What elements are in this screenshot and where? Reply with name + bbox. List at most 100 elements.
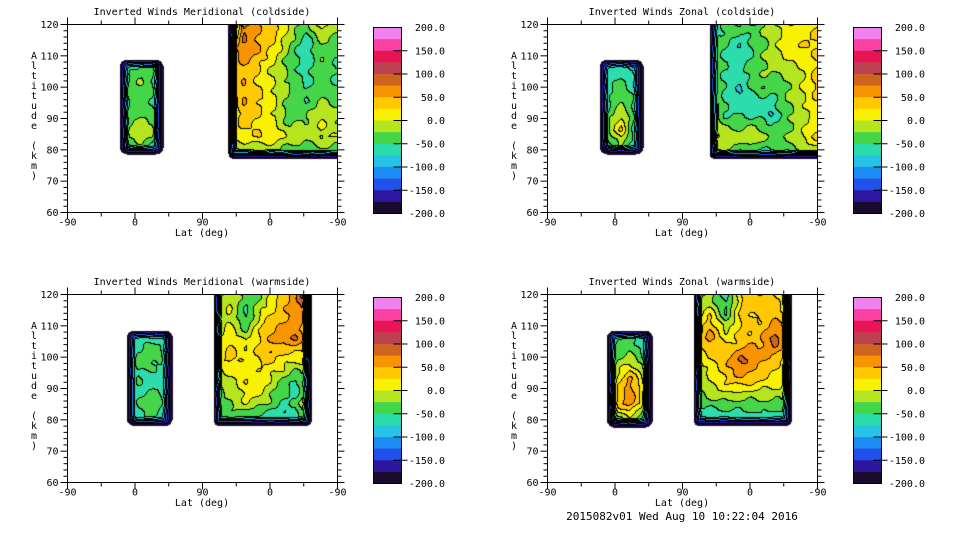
y-tick-label: 60	[526, 208, 538, 219]
y-tick-label: 60	[46, 478, 58, 489]
colorbar-tick-label: 200.0	[895, 23, 925, 34]
x-tick-label: -90	[328, 488, 346, 499]
y-tick-label: 120	[520, 290, 538, 301]
colorbar-band	[373, 402, 402, 415]
plot-title: Inverted Winds Zonal (warmside)	[588, 277, 776, 288]
plot-zonal-warmside: -90 0 90 0 -90 120 110 100 90 80 70 60 200.0 150.0 100…	[480, 270, 960, 540]
y-tick-label: 80	[526, 145, 538, 156]
plot-title: Inverted Winds Meridional (coldside)	[93, 7, 311, 18]
colorbar-band	[373, 120, 402, 133]
colorbar-frame	[853, 297, 882, 484]
colorbar-band	[373, 332, 402, 345]
y-tick-label: 100	[40, 83, 58, 94]
y-tick-label: 90	[46, 384, 58, 395]
colorbar-tick-label: 100.0	[895, 340, 925, 351]
x-tick-label: 0	[747, 488, 753, 499]
colorbar-band	[373, 167, 402, 180]
y-tick-label: 80	[46, 415, 58, 426]
y-tick-label: 90	[526, 384, 538, 395]
colorbar-tick-label: -100.0	[409, 163, 445, 174]
colorbar-band	[853, 413, 882, 426]
y-tick-label: 90	[526, 114, 538, 125]
colorbar-band	[373, 425, 402, 438]
colorbar-band	[853, 120, 882, 133]
y-axis-label: A l t i t u d e ( k m )	[510, 321, 518, 452]
x-axis-label: Lat (deg)	[174, 498, 230, 509]
contour-canvas	[547, 24, 817, 212]
colorbar-band	[853, 132, 882, 145]
colorbar-tick-label: -150.0	[889, 456, 925, 467]
colorbar-band	[373, 74, 402, 87]
x-tick-label: -90	[58, 488, 76, 499]
colorbar-tick-label: -150.0	[409, 186, 445, 197]
colorbar-tick-label: 100.0	[415, 340, 445, 351]
colorbar-band	[373, 50, 402, 63]
colorbar-frame	[373, 297, 402, 484]
y-tick-label: 120	[520, 20, 538, 31]
x-tick-label: -90	[808, 218, 826, 229]
plot-zonal-coldside: -90 0 90 0 -90 120 110 100 90 80 70 60 200.0 150.0 100…	[480, 0, 960, 270]
x-tick-label: -90	[58, 218, 76, 229]
y-tick-label: 100	[520, 353, 538, 364]
y-tick-label: 60	[526, 478, 538, 489]
colorbar-tick-label: -200.0	[409, 209, 445, 220]
colorbar-tick-label: 200.0	[895, 293, 925, 304]
colorbar-band	[853, 178, 882, 191]
colorbar-band	[853, 39, 882, 52]
x-tick-label: -90	[538, 488, 556, 499]
colorbar-band	[373, 460, 402, 473]
colorbar-band	[853, 143, 882, 156]
colorbar-band	[853, 355, 882, 368]
y-tick-label: 70	[526, 447, 538, 458]
colorbar-band	[853, 402, 882, 415]
colorbar-band	[853, 297, 882, 310]
colorbar-tick-label: -100.0	[889, 163, 925, 174]
contour-canvas	[67, 24, 337, 212]
colorbar-tick-label: 50.0	[901, 363, 925, 374]
colorbar-band	[373, 355, 402, 368]
colorbar-tick-label: 200.0	[415, 23, 445, 34]
y-tick-label: 70	[526, 177, 538, 188]
y-tick-label: 110	[40, 51, 58, 62]
timestamp-annotation: 2015082v01 Wed Aug 10 10:22:04 2016	[566, 510, 798, 523]
y-tick-label: 100	[40, 353, 58, 364]
colorbar-band	[853, 448, 882, 461]
colorbar-tick-label: 50.0	[421, 93, 445, 104]
x-tick-label: 0	[267, 218, 273, 229]
colorbar-tick-label: 150.0	[415, 46, 445, 57]
colorbar-tick-label: 150.0	[415, 316, 445, 327]
x-tick-label: 0	[612, 218, 618, 229]
y-axis-label: A l t i t u d e ( k m )	[30, 51, 38, 182]
colorbar-band	[853, 167, 882, 180]
y-tick-label: 80	[46, 145, 58, 156]
colorbar-tick-label: 100.0	[415, 70, 445, 81]
colorbar-band	[853, 27, 882, 40]
colorbar-tick-label: -200.0	[409, 479, 445, 490]
x-tick-label: 90	[196, 488, 208, 499]
y-tick-label: 100	[520, 83, 538, 94]
colorbar-band	[853, 471, 882, 484]
y-tick-label: 110	[40, 321, 58, 332]
contour-canvas	[547, 294, 817, 482]
colorbar-tick-label: -100.0	[409, 433, 445, 444]
colorbar-tick-label: -50.0	[415, 139, 445, 150]
x-axis-label: Lat (deg)	[174, 228, 230, 239]
colorbar-tick-label: -50.0	[895, 139, 925, 150]
x-tick-label: -90	[538, 218, 556, 229]
x-tick-label: 0	[267, 488, 273, 499]
plot-meridional-coldside: -90 0 90 0 -90 120 110 100 90 80 70 60 200.0 150.0 100…	[0, 0, 480, 270]
colorbar-frame	[853, 27, 882, 214]
colorbar-band	[373, 190, 402, 203]
colorbar-tick-label: 100.0	[895, 70, 925, 81]
x-tick-label: 90	[196, 218, 208, 229]
colorbar-band	[373, 108, 402, 121]
colorbar-band	[373, 344, 402, 357]
colorbar-band	[373, 297, 402, 310]
colorbar-tick-label: -100.0	[889, 433, 925, 444]
x-tick-label: 90	[676, 218, 688, 229]
colorbar-tick-label: -50.0	[415, 409, 445, 420]
colorbar-band	[853, 74, 882, 87]
y-tick-label: 120	[40, 290, 58, 301]
y-tick-label: 70	[46, 177, 58, 188]
x-tick-label: -90	[808, 488, 826, 499]
